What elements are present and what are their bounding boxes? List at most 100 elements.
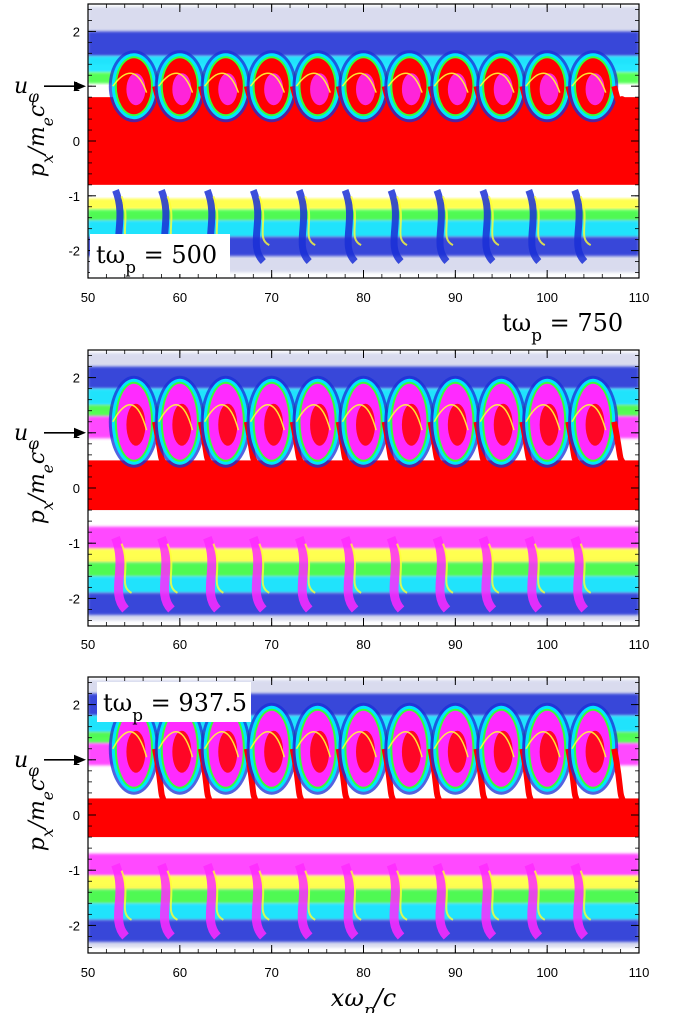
- x-tick-label: 60: [173, 290, 187, 305]
- streamer: [524, 536, 543, 613]
- phase-space-map: [88, 350, 639, 626]
- vortex: [567, 50, 627, 123]
- x-tick-label: 100: [536, 290, 558, 305]
- streamer: [249, 189, 267, 265]
- streamer: [294, 863, 313, 940]
- streamer: [478, 536, 497, 613]
- vortex: [522, 375, 581, 468]
- streamer: [432, 536, 451, 613]
- y-tick-label: 2: [73, 24, 80, 39]
- streamer: [249, 536, 267, 613]
- vortex: [384, 702, 444, 805]
- streamer: [340, 863, 359, 940]
- x-tick-label: 50: [81, 637, 95, 652]
- vortex: [292, 50, 352, 123]
- y-tick-label: -1: [68, 189, 80, 204]
- vortex: [567, 375, 627, 468]
- streamer: [203, 863, 221, 940]
- x-tick-label: 100: [536, 637, 558, 652]
- streamer: [295, 189, 312, 265]
- vortex: [292, 375, 352, 468]
- y-tick-label: -2: [68, 918, 80, 933]
- x-tick-label: 70: [264, 290, 278, 305]
- x-tick-label: 50: [81, 965, 95, 980]
- x-tick-label: 70: [264, 637, 278, 652]
- streamer: [340, 536, 359, 613]
- vortex: [384, 375, 444, 468]
- x-tick-label: 60: [173, 637, 187, 652]
- streamer: [111, 863, 130, 940]
- streamer: [157, 536, 176, 613]
- streamer: [525, 189, 542, 265]
- x-tick-label: 90: [448, 637, 462, 652]
- vortex: [476, 702, 535, 805]
- x-tick-label: 110: [629, 637, 650, 652]
- vortex: [430, 375, 489, 468]
- y-tick-label: -2: [68, 591, 80, 606]
- streamer: [571, 189, 588, 265]
- y-tick-label: -2: [68, 244, 80, 259]
- x-tick-label: 110: [629, 965, 650, 980]
- vortex: [292, 702, 352, 805]
- time-label: tωp = 500: [96, 241, 217, 277]
- streamer: [432, 863, 451, 940]
- x-tick-label: 50: [81, 290, 95, 305]
- vortex: [338, 702, 398, 805]
- x-tick-label: 80: [356, 290, 370, 305]
- phase-velocity-label: uφ: [14, 421, 39, 453]
- y-tick-label: 0: [73, 481, 80, 496]
- streamer: [111, 536, 130, 613]
- y-axis-label: px/mec: [25, 105, 57, 178]
- phase-space-map: [88, 4, 639, 278]
- phase-space-map: [88, 677, 639, 953]
- x-tick-label: 80: [356, 637, 370, 652]
- streamer: [386, 863, 405, 940]
- vortex: [108, 375, 168, 468]
- streamer: [386, 536, 405, 613]
- vortex: [246, 702, 306, 805]
- streamer: [387, 189, 404, 265]
- x-tick-label: 110: [629, 290, 650, 305]
- vortex: [476, 50, 535, 123]
- x-tick-label: 100: [536, 965, 558, 980]
- streamer: [570, 536, 589, 613]
- y-tick-label: -1: [68, 536, 80, 551]
- x-tick-label: 70: [264, 965, 278, 980]
- phase-velocity-label: uφ: [14, 74, 39, 106]
- y-tick-label: 0: [73, 134, 80, 149]
- vortex: [154, 375, 214, 468]
- time-label: tωp = 937.5: [103, 689, 247, 725]
- vortex: [338, 50, 398, 123]
- x-tick-label: 90: [448, 965, 462, 980]
- time-label: tωp = 750: [502, 309, 623, 345]
- vortex: [154, 702, 214, 805]
- streamer: [478, 863, 497, 940]
- streamer: [524, 863, 543, 940]
- y-axis-label: px/mec: [25, 779, 57, 852]
- x-tick-label: 80: [356, 965, 370, 980]
- vortex: [384, 50, 444, 123]
- x-tick-label: 90: [448, 290, 462, 305]
- streamer: [203, 536, 221, 613]
- vortex: [430, 702, 490, 805]
- vortex: [108, 50, 168, 123]
- x-axis-label: xωp/c: [331, 984, 396, 1013]
- streamer: [249, 863, 267, 940]
- streamer: [294, 536, 313, 613]
- vortex: [200, 702, 260, 805]
- vortex: [200, 375, 260, 468]
- streamer: [157, 863, 176, 940]
- streamer: [433, 189, 450, 265]
- x-tick-label: 60: [173, 965, 187, 980]
- streamer: [570, 863, 589, 940]
- y-tick-label: -1: [68, 863, 80, 878]
- vortex: [246, 375, 306, 468]
- streamer: [479, 189, 496, 265]
- vortex: [476, 375, 535, 468]
- vortex: [567, 702, 627, 805]
- y-tick-label: 2: [73, 371, 80, 386]
